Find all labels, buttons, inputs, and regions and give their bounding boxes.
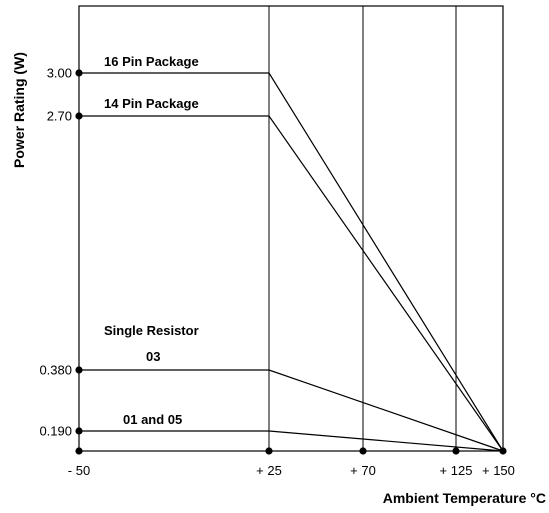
x-tick-label-3: + 125 [440, 463, 473, 478]
x-tick-marker-0 [75, 447, 83, 455]
series-layer [79, 72, 504, 452]
series-label-3: 01 and 05 [123, 412, 182, 427]
series-label-0: 16 Pin Package [104, 54, 199, 69]
x-tick-label-1: + 25 [256, 463, 282, 478]
series-line-2 [79, 369, 504, 452]
y-tick-label-1: 0.380 [39, 363, 72, 378]
x-tick-marker-4 [499, 447, 507, 455]
y-tick-label-2: 2.70 [47, 109, 72, 124]
y-tick-label-3: 3.00 [47, 66, 72, 81]
x-tick-label-0: - 50 [68, 463, 90, 478]
plot-frame [78, 5, 504, 452]
marker-layer [75, 69, 507, 455]
x-tick-label-4: + 150 [482, 463, 515, 478]
series-label-2: 03 [146, 349, 160, 364]
y-tick-marker-0 [75, 427, 83, 435]
x-tick-marker-3 [452, 447, 460, 455]
y-tick-label-0: 0.190 [39, 424, 72, 439]
y-tick-marker-2 [75, 112, 83, 120]
y-tick-marker-1 [75, 366, 83, 374]
x-tick-marker-1 [265, 447, 273, 455]
series-label-1: 14 Pin Package [104, 96, 199, 111]
x-tick-label-2: + 70 [350, 463, 376, 478]
grid-layer [78, 5, 504, 452]
series-line-3 [79, 430, 504, 452]
y-axis-title: Power Rating (W) [11, 52, 27, 168]
annotation-single-resistor: Single Resistor [104, 323, 199, 338]
series-line-1 [79, 115, 504, 452]
y-tick-marker-3 [75, 69, 83, 77]
x-tick-marker-2 [359, 447, 367, 455]
series-line-0 [79, 72, 504, 452]
x-axis-title: Ambient Temperature °C [383, 490, 546, 506]
label-layer: - 50 + 25 + 70 + 125 + 150 0.190 0.380 2.70 3.00… [11, 52, 546, 506]
